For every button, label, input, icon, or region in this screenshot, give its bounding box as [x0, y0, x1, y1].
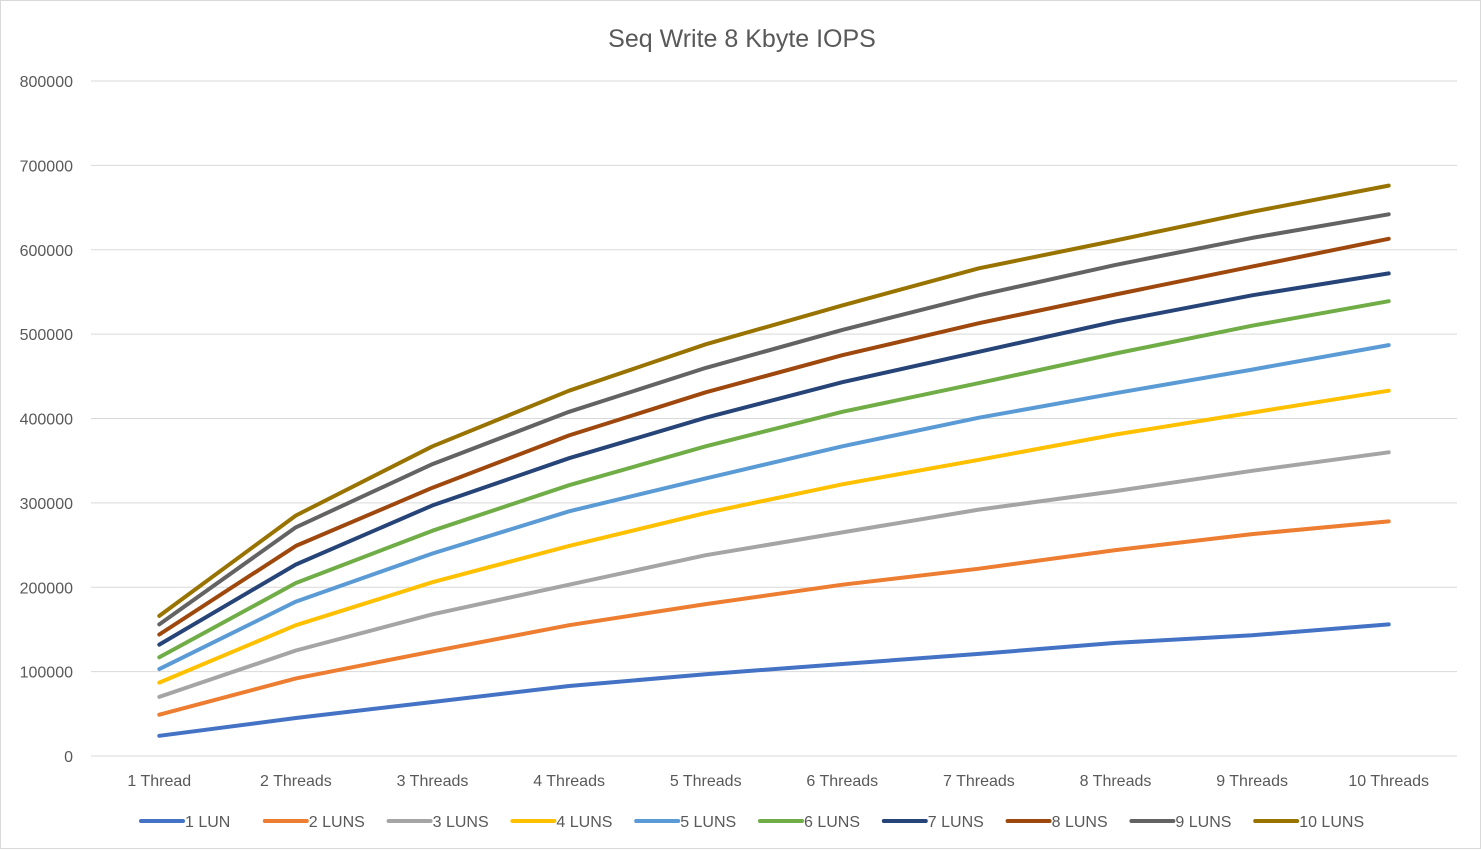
x-tick-label: 4 Threads: [533, 773, 605, 790]
y-tick-label: 700000: [20, 158, 73, 175]
legend-item[interactable]: 6 LUNS: [758, 814, 860, 831]
legend-item[interactable]: 4 LUNS: [510, 814, 612, 831]
legend-item[interactable]: 2 LUNS: [262, 814, 365, 831]
legend-label: 5 LUNS: [680, 814, 736, 831]
legend-item[interactable]: 10 LUNS: [1253, 814, 1364, 831]
series-line-10-luns: [157, 183, 1391, 618]
y-tick-label: 400000: [20, 412, 73, 429]
legend-label: 3 LUNS: [433, 814, 489, 831]
legend-label: 6 LUNS: [804, 814, 860, 831]
legend-item[interactable]: 8 LUNS: [1005, 814, 1108, 831]
y-tick-label: 100000: [20, 665, 73, 682]
x-tick-label: 1 Thread: [127, 773, 191, 790]
series-line-5-luns: [157, 343, 1391, 672]
legend: 1 LUN 2 LUNS 3 LUNS 4 LUNS 5 LUNS 6 LUNS 7 LUN…: [139, 814, 1364, 831]
y-tick-label: 0: [64, 749, 73, 766]
x-tick-label: 3 Threads: [397, 773, 469, 790]
x-tick-label: 5 Threads: [670, 773, 742, 790]
x-tick-label: 2 Threads: [260, 773, 332, 790]
x-tick-label: 10 Threads: [1348, 773, 1429, 790]
series-line-2-luns: [157, 519, 1391, 717]
series-line-7-luns: [157, 271, 1391, 647]
y-axis-ticks: 0 100000 200000 300000 400000 500000 600000 700…: [20, 74, 73, 766]
gridlines: [91, 80, 1457, 757]
y-tick-label: 300000: [20, 496, 73, 513]
series-line-3-luns: [157, 450, 1391, 699]
y-tick-label: 200000: [20, 580, 73, 597]
x-tick-label: 6 Threads: [806, 773, 878, 790]
legend-item[interactable]: 3 LUNS: [386, 814, 489, 831]
legend-label: 10 LUNS: [1299, 814, 1364, 831]
x-tick-label: 9 Threads: [1216, 773, 1288, 790]
y-tick-label: 800000: [20, 74, 73, 91]
legend-label: 8 LUNS: [1052, 814, 1108, 831]
y-tick-label: 600000: [20, 243, 73, 260]
series-lines: [157, 183, 1391, 738]
legend-label: 1 LUN: [185, 814, 230, 831]
series-line-6-luns: [157, 299, 1391, 660]
y-tick-label: 500000: [20, 327, 73, 344]
series-line-1-lun: [157, 622, 1391, 738]
x-tick-label: 8 Threads: [1080, 773, 1152, 790]
legend-label: 7 LUNS: [928, 814, 984, 831]
legend-item[interactable]: 9 LUNS: [1129, 814, 1231, 831]
legend-label: 9 LUNS: [1175, 814, 1231, 831]
series-line-8-luns: [157, 236, 1391, 637]
x-tick-label: 7 Threads: [943, 773, 1015, 790]
chart-title: Seq Write 8 Kbyte IOPS: [608, 25, 876, 53]
series-line-4-luns: [157, 388, 1391, 685]
legend-label: 2 LUNS: [309, 814, 365, 831]
x-axis-ticks: 1 Thread 2 Threads 3 Threads 4 Threads 5 Thr…: [127, 773, 1429, 790]
legend-item[interactable]: 5 LUNS: [634, 814, 736, 831]
series-line-9-luns: [157, 212, 1391, 627]
legend-item[interactable]: 7 LUNS: [881, 814, 984, 831]
legend-label: 4 LUNS: [556, 814, 612, 831]
legend-item[interactable]: 1 LUN: [139, 814, 230, 831]
